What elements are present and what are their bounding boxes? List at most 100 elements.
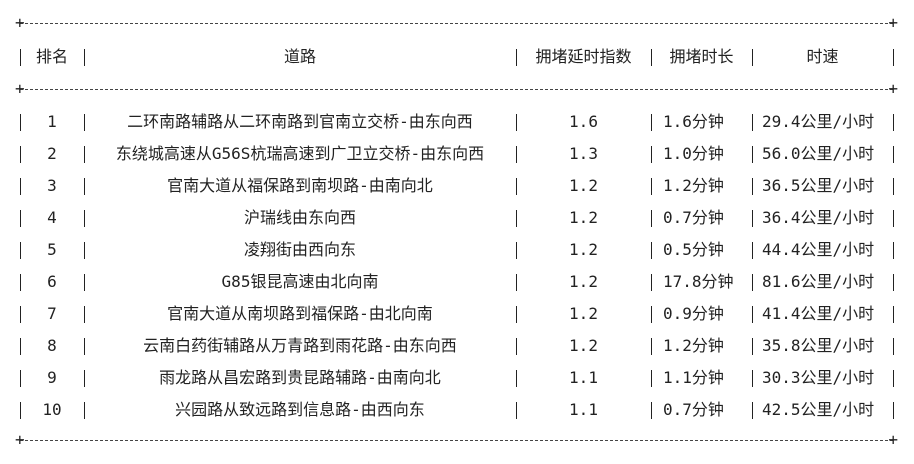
table-header: 排名 道路 拥堵延时指数 拥堵时长 时速 xyxy=(0,45,914,69)
column-separator xyxy=(893,306,894,323)
column-separator xyxy=(752,210,753,227)
column-separator xyxy=(20,370,21,387)
rank-cell: 9 xyxy=(47,368,57,387)
column-separator xyxy=(752,242,753,259)
column-separator xyxy=(516,114,517,131)
column-separator xyxy=(651,338,652,355)
speed-cell: 30.3公里/小时 xyxy=(762,368,875,387)
road-cell: 官南大道从福保路到南坝路-由南向北 xyxy=(167,176,433,195)
rank-cell: 排名 xyxy=(35,47,68,66)
delay-index-cell: 1.2 xyxy=(569,208,598,227)
road-cell: 云南白药街辅路从万青路到雨花路-由东向西 xyxy=(143,336,457,355)
column-separator xyxy=(516,146,517,163)
column-separator xyxy=(651,306,652,323)
column-separator xyxy=(20,210,21,227)
column-separator xyxy=(516,210,517,227)
road-cell: 官南大道从南坝路到福保路-由北向南 xyxy=(167,304,433,323)
column-separator xyxy=(84,178,85,195)
column-separator xyxy=(893,402,894,419)
speed-cell: 56.0公里/小时 xyxy=(762,144,875,163)
column-separator xyxy=(516,370,517,387)
column-separator xyxy=(516,338,517,355)
column-separator xyxy=(893,210,894,227)
column-separator xyxy=(516,274,517,291)
column-separator xyxy=(20,49,21,66)
column-separator xyxy=(516,242,517,259)
column-separator xyxy=(20,402,21,419)
column-separator xyxy=(752,178,753,195)
delay-index-cell: 1.2 xyxy=(569,336,598,355)
congestion-duration-cell: 拥堵时长 xyxy=(669,47,734,66)
delay-index-cell: 拥堵延时指数 xyxy=(535,47,632,66)
column-separator xyxy=(752,49,753,66)
column-separator xyxy=(893,114,894,131)
congestion-duration-cell: 1.2分钟 xyxy=(663,336,724,355)
column-separator xyxy=(84,146,85,163)
column-separator xyxy=(84,49,85,66)
rank-cell: 6 xyxy=(47,272,57,291)
delay-index-cell: 1.3 xyxy=(569,144,598,163)
rank-cell: 3 xyxy=(47,176,57,195)
delay-index-cell: 1.1 xyxy=(569,368,598,387)
delay-index-cell: 1.2 xyxy=(569,240,598,259)
column-separator xyxy=(651,146,652,163)
road-cell: 凌翔街由西向东 xyxy=(243,240,356,259)
column-separator xyxy=(651,178,652,195)
speed-cell: 42.5公里/小时 xyxy=(762,400,875,419)
column-separator xyxy=(893,146,894,163)
speed-cell: 41.4公里/小时 xyxy=(762,304,875,323)
delay-index-cell: 1.6 xyxy=(569,112,598,131)
road-cell: 道路 xyxy=(283,47,316,66)
column-separator xyxy=(516,306,517,323)
table-row: 4 沪瑞线由东向西 1.2 0.7分钟 36.4公里/小时 xyxy=(0,206,914,230)
column-separator xyxy=(84,402,85,419)
congestion-duration-cell: 17.8分钟 xyxy=(663,272,734,291)
congestion-duration-cell: 1.2分钟 xyxy=(663,176,724,195)
table-bottom-border xyxy=(15,430,898,449)
column-separator xyxy=(752,338,753,355)
column-separator xyxy=(752,114,753,131)
column-separator xyxy=(893,338,894,355)
congestion-duration-cell: 0.9分钟 xyxy=(663,304,724,323)
column-separator xyxy=(20,146,21,163)
column-separator xyxy=(651,210,652,227)
road-cell: 二环南路辅路从二环南路到官南立交桥-由东向西 xyxy=(127,112,473,131)
rank-cell: 4 xyxy=(47,208,57,227)
column-separator xyxy=(752,402,753,419)
column-separator xyxy=(651,114,652,131)
column-separator xyxy=(893,49,894,66)
speed-cell: 35.8公里/小时 xyxy=(762,336,875,355)
road-cell: 东绕城高速从G56S杭瑞高速到广卫立交桥-由东向西 xyxy=(115,144,485,163)
column-separator xyxy=(20,274,21,291)
header-separator xyxy=(15,79,898,98)
column-separator xyxy=(893,242,894,259)
speed-cell: 81.6公里/小时 xyxy=(762,272,875,291)
column-separator xyxy=(752,146,753,163)
speed-cell: 36.5公里/小时 xyxy=(762,176,875,195)
speed-cell: 时速 xyxy=(806,47,839,66)
table-row: 1 二环南路辅路从二环南路到官南立交桥-由东向西 1.6 1.6分钟 29.4公里/小时 xyxy=(0,110,914,134)
column-separator xyxy=(651,402,652,419)
rank-cell: 2 xyxy=(47,144,57,163)
column-separator xyxy=(84,274,85,291)
table-row: 2 东绕城高速从G56S杭瑞高速到广卫立交桥-由东向西 1.3 1.0分钟 56.0公里… xyxy=(0,142,914,166)
column-separator xyxy=(516,402,517,419)
column-separator xyxy=(651,370,652,387)
table-top-border xyxy=(15,13,898,32)
rank-cell: 5 xyxy=(47,240,57,259)
delay-index-cell: 1.1 xyxy=(569,400,598,419)
column-separator xyxy=(651,242,652,259)
congestion-duration-cell: 1.0分钟 xyxy=(663,144,724,163)
column-separator xyxy=(651,49,652,66)
column-separator xyxy=(84,306,85,323)
column-separator xyxy=(516,49,517,66)
rank-cell: 10 xyxy=(42,400,62,419)
column-separator xyxy=(893,370,894,387)
table-row: 10 兴园路从致远路到信息路-由西向东 1.1 0.7分钟 42.5公里/小时 xyxy=(0,398,914,422)
column-separator xyxy=(20,242,21,259)
table-row: 9 雨龙路从昌宏路到贵昆路辅路-由南向北 1.1 1.1分钟 30.3公里/小时 xyxy=(0,366,914,390)
congestion-duration-cell: 0.7分钟 xyxy=(663,208,724,227)
table-row: 6 G85银昆高速由北向南 1.2 17.8分钟 81.6公里/小时 xyxy=(0,270,914,294)
table-row: 8 云南白药街辅路从万青路到雨花路-由东向西 1.2 1.2分钟 35.8公里/小时 xyxy=(0,334,914,358)
column-separator xyxy=(893,178,894,195)
